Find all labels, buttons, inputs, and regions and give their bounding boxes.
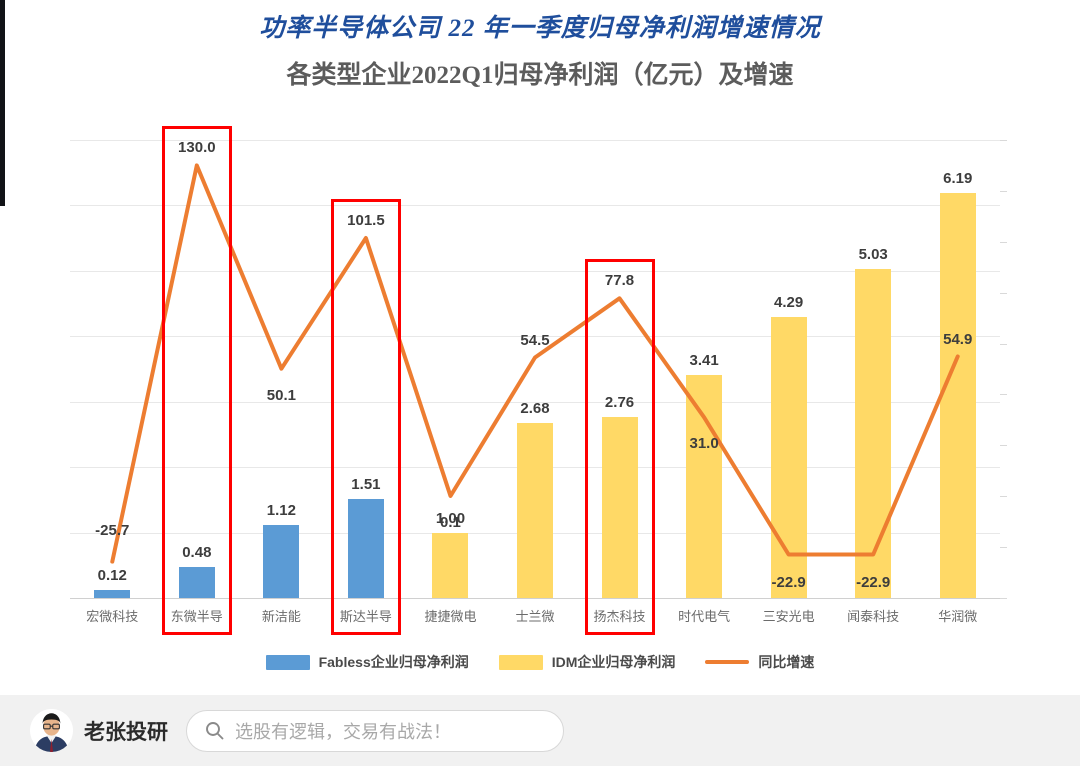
y-tick-mark-right <box>1000 445 1007 447</box>
line-value-label: 54.9 <box>943 330 973 348</box>
line-value-label: 0.1 <box>440 513 461 531</box>
growth-line-series <box>110 163 960 564</box>
legend-line-marker <box>705 660 750 664</box>
bar-value-label: 1.51 <box>351 476 381 494</box>
line-value-label: -25.7 <box>95 521 130 539</box>
bar-value-label: 4.29 <box>774 294 804 312</box>
y-tick-mark-right <box>1000 140 1007 141</box>
line-value-label: 77.8 <box>604 272 635 290</box>
y-tick-mark-right <box>1000 292 1007 294</box>
gridline <box>70 140 1000 141</box>
legend-item[interactable]: Fabless企业归母净利润 <box>265 652 469 672</box>
bar-value-label: 2.68 <box>520 399 550 417</box>
bottom-bar: 老张投研 选股有逻辑，交易有战法！ <box>0 695 1080 766</box>
x-axis-category-label: 东微半导 <box>170 609 223 624</box>
chart-subtitle: 各类型企业2022Q1归母净利润（亿元）及增速 <box>286 62 794 89</box>
x-axis-category-label: 士兰微 <box>515 609 555 624</box>
chart-legend: Fabless企业归母净利润 IDM企业归母净利润 同比增速 <box>0 652 1080 672</box>
brand-name: 老张投研 <box>84 719 168 744</box>
bar <box>94 590 131 598</box>
bar <box>432 532 469 598</box>
page-title: 功率半导体公司 22 年一季度归母净利润增速情况 <box>259 15 821 42</box>
line-value-label: -22.9 <box>856 574 891 592</box>
gridline <box>70 336 1000 338</box>
line-value-label: 31.0 <box>689 435 719 453</box>
line-value-label: 130.0 <box>178 139 216 157</box>
bar-value-label: 2.76 <box>604 394 635 412</box>
x-axis-category-label: 新洁能 <box>261 609 301 624</box>
bar <box>939 193 976 598</box>
y-tick-mark-right <box>1000 547 1007 549</box>
y-tick-mark-right <box>1000 496 1007 498</box>
bar <box>347 499 384 598</box>
bar <box>178 566 215 598</box>
legend-label: Fabless企业归母净利润 <box>318 654 469 670</box>
bar <box>601 417 638 598</box>
search-icon <box>206 722 224 740</box>
bar <box>686 374 723 598</box>
gridline <box>70 205 1000 207</box>
search-placeholder: 选股有逻辑，交易有战法！ <box>235 721 451 743</box>
y-tick-mark-right <box>1000 598 1007 599</box>
legend-item[interactable]: IDM企业归母净利润 <box>498 652 676 672</box>
bar-value-label: 0.12 <box>97 567 127 585</box>
legend-color-swatch <box>498 654 543 670</box>
bar-value-label: 6.19 <box>943 169 973 187</box>
x-axis-category-label: 华润微 <box>938 609 978 624</box>
line-value-label: 54.5 <box>520 331 550 349</box>
legend-item[interactable]: 同比增速 <box>705 652 814 672</box>
plot-region: 0.001.002.003.004.005.006.007.00 -40.0-2… <box>70 126 1007 635</box>
x-axis-category-label: 闻泰科技 <box>847 609 900 624</box>
x-axis-category-label: 宏微科技 <box>86 609 139 624</box>
x-axis-category-label: 斯达半导 <box>339 609 392 624</box>
gridline <box>70 598 1000 599</box>
search-box[interactable]: 选股有逻辑，交易有战法！ <box>186 709 564 752</box>
bar-value-label: 5.03 <box>858 245 888 263</box>
bar <box>855 268 892 598</box>
y-tick-mark-right <box>1000 343 1007 345</box>
x-axis-category-label: 时代电气 <box>678 609 731 624</box>
y-tick-mark-right <box>1000 241 1007 243</box>
legend-label: IDM企业归母净利润 <box>551 654 676 670</box>
bar <box>517 422 553 598</box>
x-axis-category-label: 三安光电 <box>762 609 815 624</box>
y-tick-mark-right <box>1000 190 1007 192</box>
avatar <box>30 709 73 752</box>
line-value-label: -22.9 <box>771 574 806 592</box>
growth-line <box>110 163 960 564</box>
line-value-label: 101.5 <box>347 211 385 229</box>
bar-value-label: 3.41 <box>689 351 719 369</box>
bar-value-label: 1.00 <box>435 509 466 527</box>
left-edge-strip <box>0 0 5 206</box>
gridline <box>70 401 1000 403</box>
bar-value-label: 0.48 <box>182 543 212 561</box>
gridline <box>70 270 1000 272</box>
legend-label: 同比增速 <box>758 654 815 670</box>
bar-value-label: 1.12 <box>266 501 296 519</box>
line-value-label: 50.1 <box>266 386 296 404</box>
legend-color-swatch <box>265 654 310 670</box>
x-axis-category-label: 扬杰科技 <box>593 609 646 624</box>
x-axis-category-label: 捷捷微电 <box>424 609 477 624</box>
bar <box>263 524 300 598</box>
chart-area: 0.001.002.003.004.005.006.007.00 -40.0-2… <box>0 110 1080 690</box>
y-tick-mark-right <box>1000 394 1007 396</box>
